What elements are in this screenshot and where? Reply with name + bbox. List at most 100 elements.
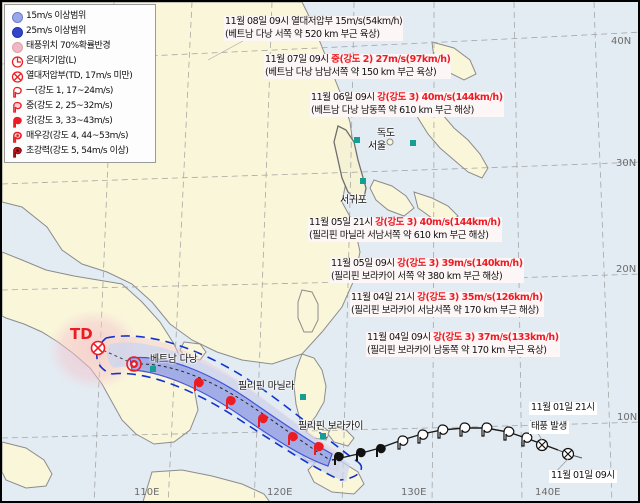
- legend-label: 15m/s 이상범위: [26, 11, 86, 21]
- tropical-depression-icon: [9, 69, 26, 83]
- city-label-manila: 필리핀 마닐라: [238, 381, 295, 392]
- legend-label: 태풍위치 70%확률반경: [26, 41, 111, 51]
- radius-circle-blue-icon: [9, 24, 26, 38]
- legend-label: 초강력(강도 5, 54m/s 이상): [26, 146, 129, 156]
- past-track-symbols: [334, 419, 575, 479]
- lat-label-10N: 10N: [617, 412, 638, 423]
- annotation-line-1: 11월 08일 09시 열대저압부 15m/s(54km/h): [225, 16, 403, 27]
- cone-edge-upper: [105, 335, 359, 463]
- genesis-event-label: 태풍 발생: [529, 421, 569, 434]
- legend-item-cat5: 초강력(강도 5, 54m/s 이상): [9, 144, 151, 158]
- parallel-30N: [2, 161, 638, 185]
- city-marker-danang: [150, 366, 156, 372]
- annotation-line-1: 11월 05일 09시 강(강도 3) 39m/s(140km/h): [331, 258, 523, 269]
- annotation-line-2: (베트남 다낭 남남서쪽 약 150 km 부근 육상): [265, 66, 451, 79]
- td-text-label: TD: [70, 325, 93, 343]
- legend-item-cat2: 중(강도 2, 25~32m/s): [9, 99, 151, 113]
- legend-item-prob70: 태풍위치 70%확률반경: [9, 39, 151, 53]
- hainan: [179, 341, 207, 361]
- meridian-130E: [513, 2, 523, 501]
- storm-symbol-group: [194, 378, 324, 455]
- cone-cap-right: [339, 461, 363, 481]
- annotation-line-2: (필리핀 보라카이 남동쪽 약 170 km 부근 육상): [367, 344, 559, 357]
- lat-label-30N: 30N: [616, 158, 637, 169]
- typhoon-cat2-icon: [9, 99, 26, 113]
- legend-label: 열대저압부(TD, 17m/s 미만): [26, 71, 133, 81]
- forecast-storm-symbols: [126, 356, 324, 455]
- annotation-line-1: 11월 04일 09시 강(강도 3) 37m/s(133km/h): [367, 332, 559, 343]
- city-label-dokdo: 독도: [377, 128, 395, 139]
- dokdo-island: [386, 138, 394, 146]
- city-marker-manila: [300, 394, 306, 400]
- city-marker-dokdo: [410, 140, 416, 146]
- legend-item-td: 열대저압부(TD, 17m/s 미만): [9, 69, 151, 83]
- lon-label-120E: 120E: [267, 487, 293, 498]
- legend-label: 25m/s 이상범위: [26, 26, 86, 36]
- meridian-110E: [167, 2, 193, 501]
- typhoon-cat4-icon: [9, 129, 26, 143]
- city-label-boracay: 필리핀 보라카이: [298, 421, 364, 432]
- legend-item-25ms: 25m/s 이상범위: [9, 24, 151, 38]
- annotation-line-1: 11월 06일 09시 강(강도 3) 40m/s(144km/h): [311, 92, 503, 103]
- city-label-seogwipo: 서귀포: [340, 195, 367, 206]
- annotation-1105-21: 11월 05일 21시 강(강도 3) 40m/s(144km/h) (필리핀 …: [308, 217, 502, 242]
- legend-label: 매우강(강도 4, 44~53m/s): [26, 131, 129, 141]
- annotation-1107-09: 11월 07일 09시 중(강도 2) 27m/s(97km/h) (베트남 다…: [264, 54, 452, 79]
- legend-label: 一(강도 1, 17~24m/s): [26, 86, 114, 96]
- japan-kyushu: [369, 179, 415, 217]
- typhoon-cat5-icon: [9, 144, 26, 158]
- legend-label: 온대저기압(L): [26, 56, 77, 66]
- legend-item-15ms: 15m/s 이상범위: [9, 9, 151, 23]
- lat-label-40N: 40N: [611, 36, 632, 47]
- city-marker-boracay: [320, 433, 326, 439]
- annotation-1105-09: 11월 05일 09시 강(강도 3) 39m/s(140km/h) (필리핀 …: [330, 258, 524, 283]
- philippines-luzon: [293, 353, 327, 427]
- lon-label-140E: 140E: [535, 487, 561, 498]
- legend-label: 강(강도 3, 33~43m/s): [26, 116, 113, 126]
- cone-cap-left: [96, 337, 113, 375]
- extratropical-low-icon: [9, 54, 26, 68]
- genesis-time-label: 11월 01일 21시: [529, 402, 597, 415]
- lon-label-130E: 130E: [401, 487, 427, 498]
- origin-td-markers: [535, 438, 575, 461]
- legend-item-cat4: 매우강(강도 4, 44~53m/s): [9, 129, 151, 143]
- annotation-1106-09: 11월 06일 09시 강(강도 3) 40m/s(144km/h) (베트남 …: [310, 92, 504, 117]
- typhoon-cat1-icon: [9, 84, 26, 98]
- taiwan: [297, 289, 319, 333]
- annotation-line-2: (필리핀 보라카이 서쪽 약 380 km 부근 해상): [331, 270, 523, 283]
- lat-label-20N: 20N: [616, 264, 637, 275]
- annotation-1108-09: 11월 08일 09시 열대저압부 15m/s(54km/h) (베트남 다낭 …: [224, 16, 404, 41]
- current-position-marker: [126, 356, 142, 372]
- parallel-20N: [2, 273, 638, 291]
- legend-label: 중(강도 2, 25~32m/s): [26, 101, 113, 111]
- city-marker-seoul: [354, 137, 360, 143]
- city-label-seoul: 서울: [368, 141, 386, 152]
- annotation-line-1: 11월 07일 09시 중(강도 2) 27m/s(97km/h): [265, 54, 451, 65]
- radius-circle-pink-icon: [9, 39, 26, 53]
- city-marker-seogwipo: [360, 178, 366, 184]
- annotation-line-1: 11월 05일 21시 강(강도 3) 40m/s(144km/h): [309, 217, 501, 228]
- annotation-1104-21: 11월 04일 21시 강(강도 3) 35m/s(126km/h) (필리핀 …: [350, 292, 544, 317]
- legend-item-extratropical: 온대저기압(L): [9, 54, 151, 68]
- borneo: [142, 469, 270, 501]
- legend-item-cat3: 강(강도 3, 33~43m/s): [9, 114, 151, 128]
- legend-item-cat1: 一(강도 1, 17~24m/s): [9, 84, 151, 98]
- annotation-line-2: (필리핀 보라카이 서남서쪽 약 170 km 부근 해상): [351, 304, 543, 317]
- radius-circle-light-blue-icon: [9, 9, 26, 23]
- meridian-140E: [593, 2, 613, 501]
- lon-label-110E: 110E: [134, 487, 160, 498]
- track-start-label: 11월 01일 09시: [549, 470, 617, 483]
- typhoon-cat3-icon: [9, 114, 26, 128]
- annotation-line-2: (베트남 다낭 서쪽 약 520 km 부근 육상): [225, 28, 403, 41]
- annotation-line-2: (필리핀 마닐라 서남서쪽 약 610 km 부근 해상): [309, 229, 501, 242]
- td-marker: [90, 340, 106, 356]
- annotation-1104-09: 11월 04일 09시 강(강도 3) 37m/s(133km/h) (필리핀 …: [366, 332, 560, 357]
- city-label-danang: 베트남 다낭: [150, 354, 198, 365]
- annotation-line-2: (베트남 다낭 남동쪽 약 610 km 부근 해상): [311, 104, 503, 117]
- forecast-center-line: [133, 363, 331, 461]
- legend-panel: 15m/s 이상범위 25m/s 이상범위 태풍위치 70%확률반경 온대저기압…: [4, 4, 156, 163]
- cone-edge-lower: [111, 372, 341, 481]
- annotation-line-1: 11월 04일 21시 강(강도 3) 35m/s(126km/h): [351, 292, 543, 303]
